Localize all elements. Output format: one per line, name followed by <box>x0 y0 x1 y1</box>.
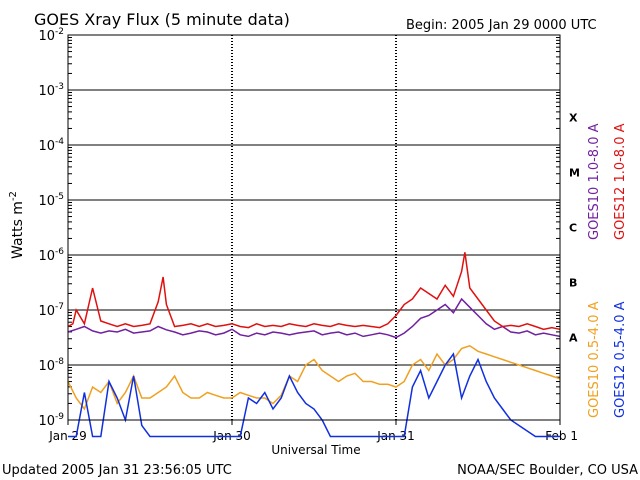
legend-entry: GOES12 0.5-4.0 A <box>613 301 628 418</box>
flare-class-label: M <box>569 167 580 180</box>
series-line-goes12-1-0-8-0-a <box>67 252 561 331</box>
updated-timestamp: Updated 2005 Jan 31 23:56:05 UTC <box>2 463 232 478</box>
series-line-goes10-1-0-8-0-a <box>67 297 561 339</box>
y-tick-label: 10-8 <box>38 357 64 374</box>
x-axis-label: Universal Time <box>271 443 360 457</box>
flare-class-labels: A B C M X <box>569 112 580 345</box>
chart-title: GOES Xray Flux (5 minute data) <box>34 10 290 29</box>
begin-label: Begin: 2005 Jan 29 0000 UTC <box>406 18 597 33</box>
series-lines <box>67 252 561 438</box>
credit-label: NOAA/SEC Boulder, CO USA <box>457 463 638 478</box>
y-tick-label: 10-4 <box>38 137 64 154</box>
series-line-goes10-0-5-4-0-a <box>67 344 561 411</box>
flare-class-label: C <box>569 222 577 235</box>
x-tick-labels: Jan 29 Jan 30 Jan 31 Feb 1 <box>48 429 578 443</box>
x-tick-label: Jan 29 <box>48 429 87 443</box>
legend: GOES10 1.0-8.0 A GOES12 1.0-8.0 A GOES10 0… <box>587 123 628 418</box>
x-tick-label: Feb 1 <box>545 429 578 443</box>
flare-class-label: X <box>569 112 578 125</box>
plot-frame <box>67 34 561 421</box>
y-tick-label: 10-9 <box>38 412 64 429</box>
series-line-goes12-0-5-4-0-a <box>68 352 560 438</box>
y-tick-label: 10-2 <box>38 27 64 44</box>
flare-class-label: A <box>569 332 578 345</box>
grid-lines <box>67 35 561 425</box>
y-tick-label: 10-6 <box>38 247 64 264</box>
legend-entry: GOES12 1.0-8.0 A <box>613 123 628 240</box>
flare-class-label: B <box>569 277 577 290</box>
legend-entry: GOES10 1.0-8.0 A <box>587 123 602 240</box>
legend-entry: GOES10 0.5-4.0 A <box>587 301 602 418</box>
y-tick-label: 10-5 <box>38 192 64 209</box>
y-axis-label: Watts m-2 <box>8 191 26 259</box>
y-tick-label: 10-7 <box>38 302 64 319</box>
y-tick-label: 10-3 <box>38 82 64 99</box>
y-tick-labels: 10-9 10-8 10-7 10-6 10-5 10-4 10-3 10-2 <box>38 27 64 429</box>
